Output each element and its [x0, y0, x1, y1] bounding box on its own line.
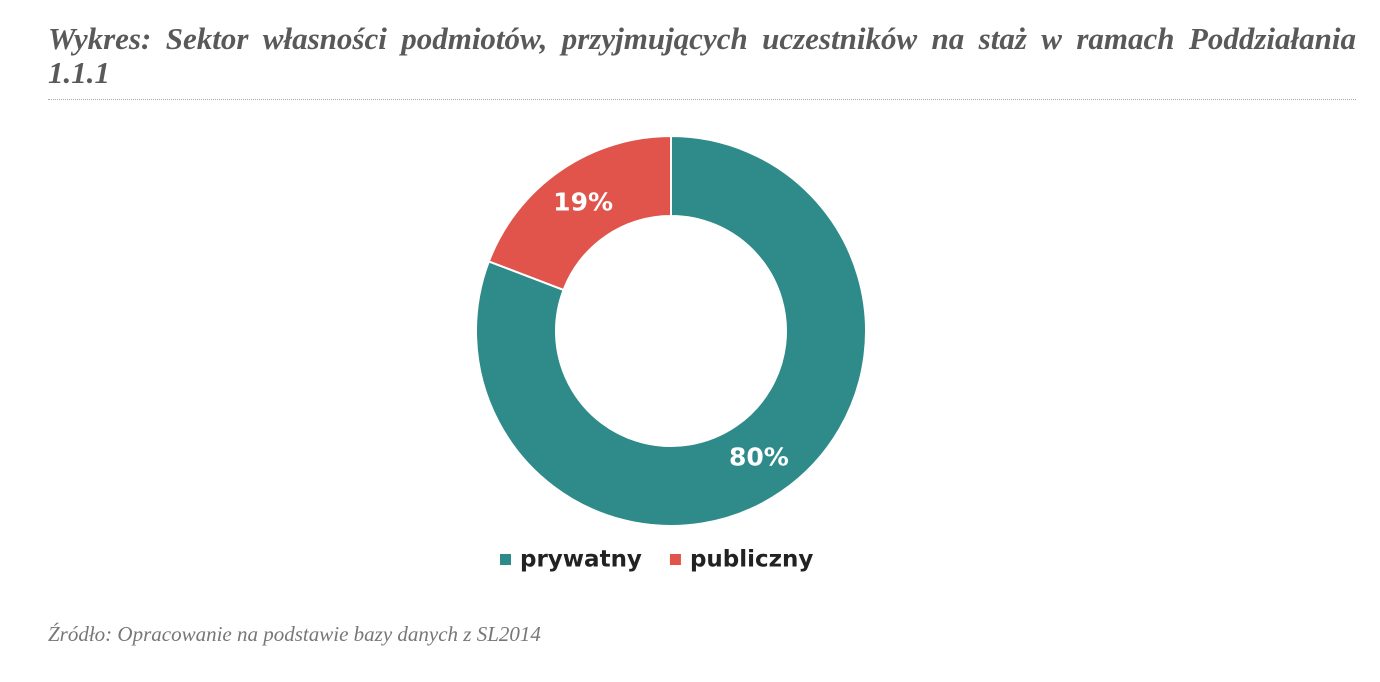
- source-note: Źródło: Opracowanie na podstawie bazy da…: [48, 622, 541, 646]
- legend-swatch: [500, 554, 511, 565]
- donut-slice: [475, 134, 867, 527]
- data-label: 80%: [729, 443, 789, 472]
- legend-swatch: [669, 554, 681, 565]
- legend-label: prywatny: [520, 547, 642, 573]
- chart-title: Wykres: Sektor własności podmiotów, przy…: [48, 21, 1356, 90]
- donut-slice: [487, 134, 672, 292]
- title-rule: [48, 99, 1356, 100]
- legend-label: publiczny: [690, 547, 813, 573]
- data-label: 19%: [553, 187, 613, 216]
- chart: 80% 19% prywatny publiczny: [475, 134, 867, 573]
